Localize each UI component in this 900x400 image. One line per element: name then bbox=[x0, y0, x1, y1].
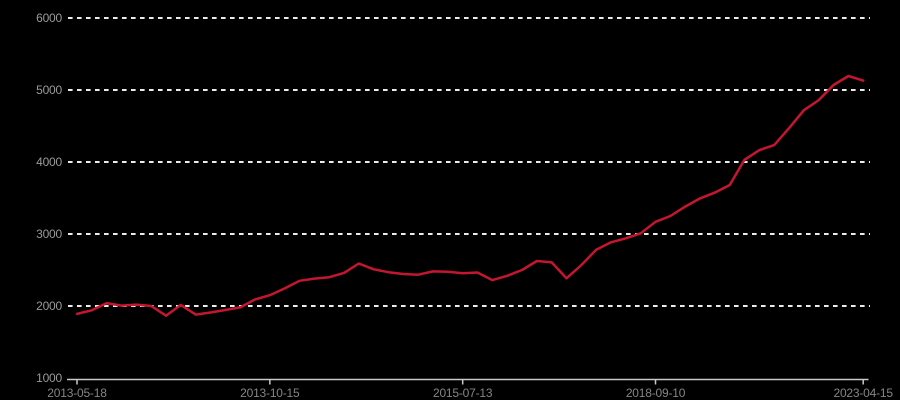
x-axis-label: 2013-05-18 bbox=[47, 386, 107, 400]
data-series-line bbox=[75, 74, 865, 317]
x-axis-label: 2023-04-15 bbox=[833, 386, 893, 400]
x-axis-label: 2018-09-10 bbox=[625, 386, 686, 400]
y-axis-label: 2000 bbox=[36, 299, 62, 313]
x-axis-label: 2015-07-13 bbox=[432, 386, 493, 400]
x-axis-label: 2013-10-15 bbox=[240, 386, 300, 400]
y-axis-label: 1000 bbox=[36, 371, 62, 385]
y-axis-label: 5000 bbox=[36, 83, 62, 97]
y-axis-label: 3000 bbox=[36, 227, 62, 241]
y-axis-label: 4000 bbox=[36, 155, 62, 169]
y-axis-label: 6000 bbox=[36, 11, 62, 25]
